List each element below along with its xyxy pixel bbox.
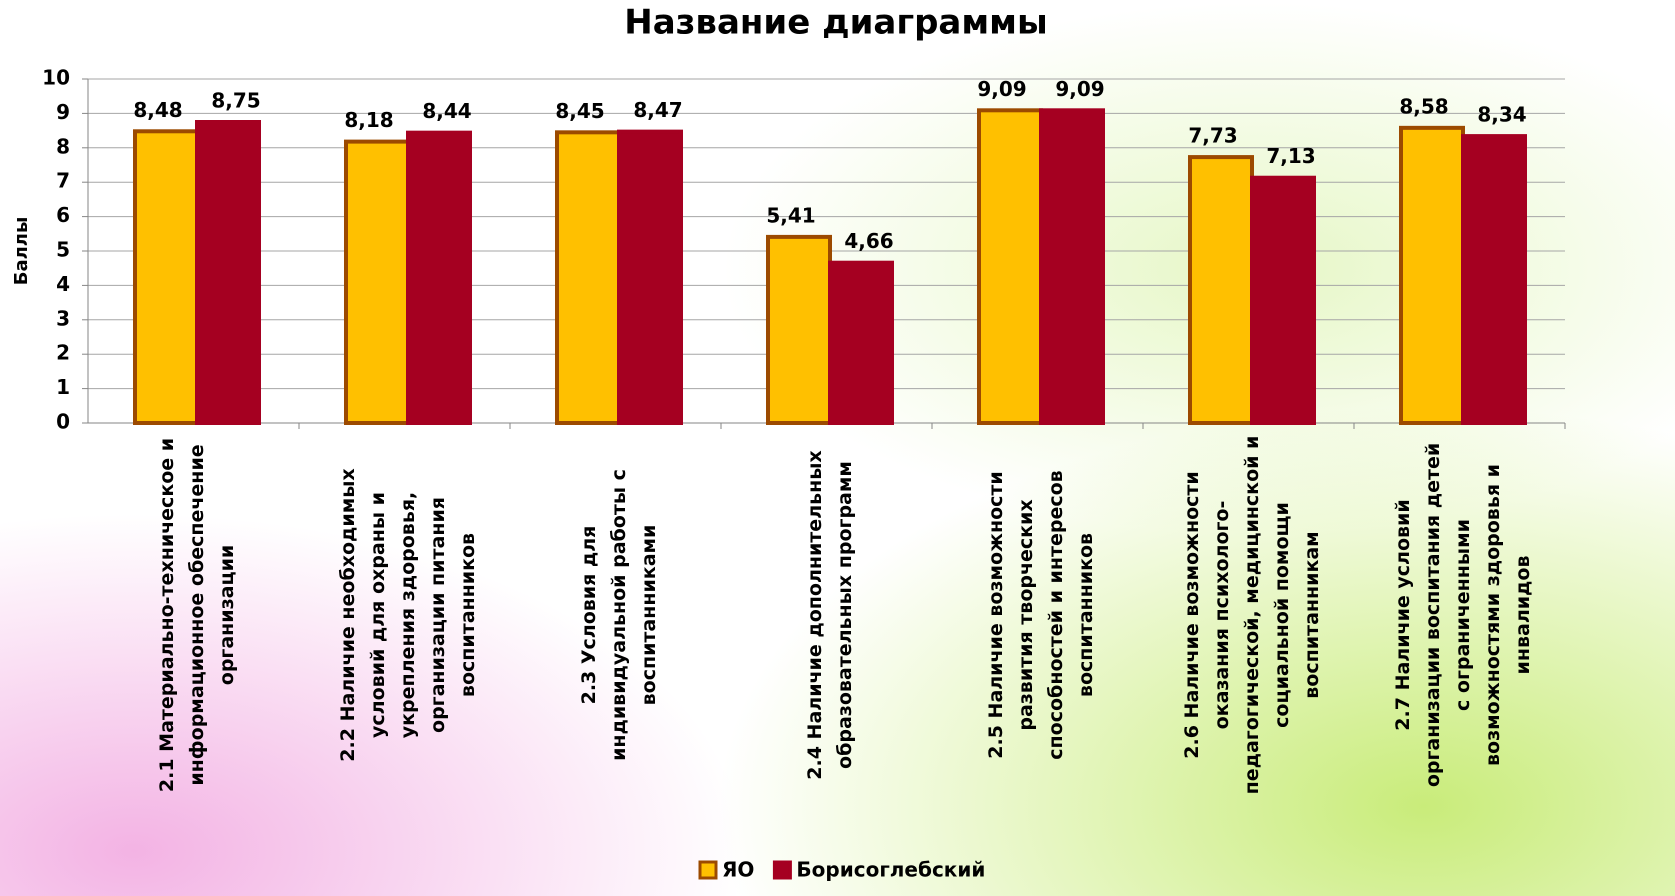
legend-marker xyxy=(700,862,716,878)
y-tick-label: 7 xyxy=(56,169,70,193)
bar xyxy=(1190,157,1252,423)
bar xyxy=(557,132,619,423)
y-axis-label: Баллы xyxy=(11,217,32,286)
y-tick-label: 5 xyxy=(56,238,70,262)
x-tick-label: 2.5 Наличие возможности развития творчес… xyxy=(941,435,1141,795)
value-label: 7,73 xyxy=(1188,124,1237,148)
y-tick-label: 9 xyxy=(56,100,70,124)
bar xyxy=(1463,136,1525,423)
value-label: 5,41 xyxy=(766,203,815,227)
value-label: 8,34 xyxy=(1477,103,1526,127)
value-label: 4,66 xyxy=(844,229,893,253)
value-label: 8,44 xyxy=(422,99,471,123)
bar xyxy=(1041,110,1103,423)
x-tick-label: 2.6 Наличие возможности оказания психоло… xyxy=(1152,435,1352,795)
y-tick-label: 3 xyxy=(56,306,70,330)
y-tick-label: 4 xyxy=(56,272,70,296)
x-tick-label: 2.3 Условия для индивидуальной работы с … xyxy=(519,435,719,795)
bar xyxy=(619,132,681,423)
bar xyxy=(135,131,197,423)
bar xyxy=(346,142,408,423)
legend-label: ЯО xyxy=(722,858,754,882)
bar xyxy=(768,237,830,423)
value-label: 8,75 xyxy=(211,89,260,113)
x-tick-label: 2.2 Наличие необходимых условий для охра… xyxy=(308,435,508,795)
x-tick-label: 2.1 Материально-техническое и информацио… xyxy=(97,435,297,795)
value-label: 8,48 xyxy=(133,98,182,122)
y-tick-label: 1 xyxy=(56,375,70,399)
value-label: 8,45 xyxy=(555,99,604,123)
value-label: 8,58 xyxy=(1399,94,1448,118)
value-label: 8,47 xyxy=(633,98,682,122)
y-tick-label: 8 xyxy=(56,134,70,158)
bar xyxy=(979,110,1041,423)
bar xyxy=(408,133,470,423)
bar xyxy=(197,122,259,423)
y-tick-label: 10 xyxy=(42,66,70,90)
x-tick-label: 2.4 Наличие дополнительных образовательн… xyxy=(730,435,930,795)
value-label: 8,18 xyxy=(344,108,393,132)
y-tick-label: 2 xyxy=(56,341,70,365)
x-tick-label: 2.7 Наличие условий организации воспитан… xyxy=(1363,435,1563,795)
chart-title: Название диаграммы xyxy=(624,3,1047,43)
bar xyxy=(1401,128,1463,423)
y-tick-label: 6 xyxy=(56,203,70,227)
value-label: 7,13 xyxy=(1266,144,1315,168)
legend-label: Борисоглебский xyxy=(796,858,985,882)
value-label: 9,09 xyxy=(1055,77,1104,101)
bar xyxy=(830,263,892,423)
legend-marker xyxy=(774,862,790,878)
value-label: 9,09 xyxy=(977,77,1026,101)
bar xyxy=(1252,178,1314,423)
chart-area: Название диаграммы Баллы 0 1 2 3 4 5 6 7 8 9 10 8,4… xyxy=(0,0,1675,896)
y-tick-label: 0 xyxy=(56,410,70,434)
